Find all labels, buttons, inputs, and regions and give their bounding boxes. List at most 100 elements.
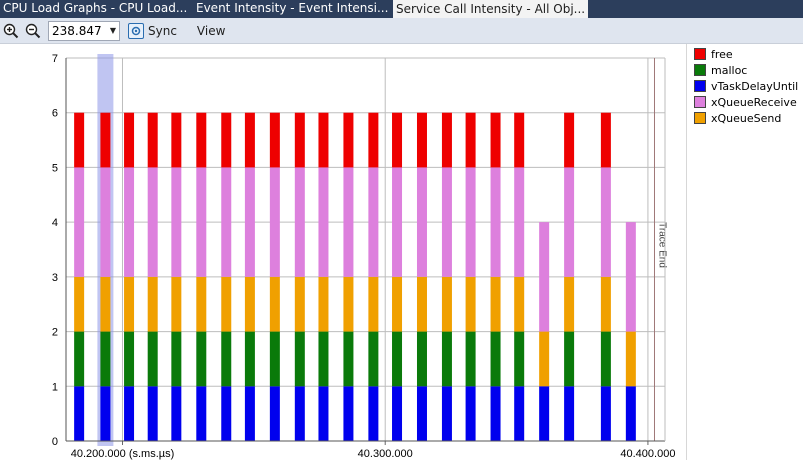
bar-segment-xQueueSend[interactable]	[490, 276, 501, 332]
bar-segment-xQueueSend[interactable]	[318, 276, 329, 332]
legend-item-xQueueReceive[interactable]: xQueueReceive	[690, 94, 803, 110]
bar-segment-xQueueSend[interactable]	[196, 276, 207, 332]
bar-segment-vTaskDelayUntil[interactable]	[625, 386, 636, 441]
bar-segment-xQueueSend[interactable]	[343, 276, 354, 332]
bar-segment-vTaskDelayUntil[interactable]	[564, 386, 575, 441]
bar-segment-free[interactable]	[244, 112, 255, 168]
bar-segment-xQueueSend[interactable]	[100, 276, 111, 332]
bar-segment-vTaskDelayUntil[interactable]	[465, 386, 476, 441]
bar-segment-xQueueSend[interactable]	[539, 331, 550, 387]
tab-event-intensity[interactable]: Event Intensity - Event Intensi...	[193, 0, 393, 18]
bar-segment-vTaskDelayUntil[interactable]	[196, 386, 207, 441]
bar-segment-xQueueReceive[interactable]	[196, 167, 207, 277]
bar-segment-xQueueReceive[interactable]	[294, 167, 305, 277]
bar-segment-free[interactable]	[74, 112, 85, 168]
bar-segment-free[interactable]	[343, 112, 354, 168]
bar-segment-xQueueReceive[interactable]	[147, 167, 158, 277]
bar-segment-xQueueSend[interactable]	[465, 276, 476, 332]
bar-segment-xQueueSend[interactable]	[294, 276, 305, 332]
bar-segment-xQueueSend[interactable]	[74, 276, 85, 332]
zoom-out-button[interactable]	[22, 20, 44, 42]
bar-segment-malloc[interactable]	[368, 331, 379, 387]
bar-segment-malloc[interactable]	[514, 331, 525, 387]
view-menu[interactable]: View	[196, 23, 226, 38]
bar-segment-free[interactable]	[600, 112, 611, 168]
bar-segment-free[interactable]	[392, 112, 403, 168]
bar-segment-xQueueReceive[interactable]	[625, 222, 636, 332]
bar-segment-xQueueReceive[interactable]	[441, 167, 452, 277]
zoom-value[interactable]: 238.847	[52, 23, 102, 38]
bar-segment-malloc[interactable]	[196, 331, 207, 387]
bar-segment-malloc[interactable]	[392, 331, 403, 387]
bar-segment-malloc[interactable]	[100, 331, 111, 387]
bar-segment-xQueueSend[interactable]	[368, 276, 379, 332]
bar-segment-malloc[interactable]	[600, 331, 611, 387]
bar-segment-vTaskDelayUntil[interactable]	[244, 386, 255, 441]
bar-segment-free[interactable]	[416, 112, 427, 168]
bar-segment-xQueueSend[interactable]	[514, 276, 525, 332]
bar-segment-xQueueReceive[interactable]	[416, 167, 427, 277]
bar-segment-malloc[interactable]	[416, 331, 427, 387]
bar-segment-vTaskDelayUntil[interactable]	[318, 386, 329, 441]
bar-segment-xQueueSend[interactable]	[244, 276, 255, 332]
bar-segment-free[interactable]	[294, 112, 305, 168]
bar-segment-vTaskDelayUntil[interactable]	[416, 386, 427, 441]
bar-segment-xQueueSend[interactable]	[600, 276, 611, 332]
chevron-down-icon[interactable]: ▼	[109, 26, 117, 35]
zoom-in-button[interactable]	[0, 20, 22, 42]
bar-segment-xQueueReceive[interactable]	[392, 167, 403, 277]
bar-segment-xQueueReceive[interactable]	[600, 167, 611, 277]
bar-segment-malloc[interactable]	[147, 331, 158, 387]
bar-segment-xQueueSend[interactable]	[441, 276, 452, 332]
bar-segment-free[interactable]	[147, 112, 158, 168]
bar-segment-vTaskDelayUntil[interactable]	[269, 386, 280, 441]
bar-segment-xQueueReceive[interactable]	[465, 167, 476, 277]
bar-segment-malloc[interactable]	[564, 331, 575, 387]
bar-segment-xQueueReceive[interactable]	[318, 167, 329, 277]
bar-segment-xQueueReceive[interactable]	[221, 167, 232, 277]
tab-service-call-intensity[interactable]: Service Call Intensity - All Obj... ✕	[393, 0, 588, 18]
bar-segment-xQueueReceive[interactable]	[100, 167, 111, 277]
bar-segment-xQueueReceive[interactable]	[244, 167, 255, 277]
bar-segment-free[interactable]	[368, 112, 379, 168]
bar-segment-malloc[interactable]	[244, 331, 255, 387]
bar-segment-malloc[interactable]	[269, 331, 280, 387]
bar-segment-vTaskDelayUntil[interactable]	[171, 386, 182, 441]
bar-segment-malloc[interactable]	[318, 331, 329, 387]
bar-segment-xQueueSend[interactable]	[392, 276, 403, 332]
bar-segment-vTaskDelayUntil[interactable]	[343, 386, 354, 441]
tab-cpu-load-graphs[interactable]: CPU Load Graphs - CPU Load...	[0, 0, 193, 18]
bar-segment-vTaskDelayUntil[interactable]	[490, 386, 501, 441]
bar-segment-xQueueSend[interactable]	[221, 276, 232, 332]
bar-segment-vTaskDelayUntil[interactable]	[74, 386, 85, 441]
bar-segment-vTaskDelayUntil[interactable]	[100, 386, 111, 441]
bar-segment-xQueueReceive[interactable]	[564, 167, 575, 277]
bar-segment-xQueueReceive[interactable]	[368, 167, 379, 277]
bar-segment-xQueueSend[interactable]	[564, 276, 575, 332]
bar-segment-malloc[interactable]	[294, 331, 305, 387]
bar-segment-free[interactable]	[441, 112, 452, 168]
bar-segment-xQueueReceive[interactable]	[343, 167, 354, 277]
legend-item-vTaskDelayUntil[interactable]: vTaskDelayUntil	[690, 78, 803, 94]
zoom-combobox[interactable]: 238.847 ▼	[48, 20, 120, 41]
bar-segment-xQueueReceive[interactable]	[269, 167, 280, 277]
bar-segment-malloc[interactable]	[490, 331, 501, 387]
bar-segment-malloc[interactable]	[465, 331, 476, 387]
bar-segment-vTaskDelayUntil[interactable]	[392, 386, 403, 441]
bar-segment-free[interactable]	[514, 112, 525, 168]
bar-segment-xQueueSend[interactable]	[171, 276, 182, 332]
bar-segment-xQueueReceive[interactable]	[124, 167, 135, 277]
bar-segment-malloc[interactable]	[124, 331, 135, 387]
service-call-intensity-chart[interactable]: 0 1 2 3 4 5 6 7 40.200.000 (s.ms.µs) 40.300.000 40…	[0, 44, 686, 460]
legend-item-free[interactable]: free	[690, 46, 803, 62]
bar-segment-xQueueReceive[interactable]	[171, 167, 182, 277]
legend-item-malloc[interactable]: malloc	[690, 62, 803, 78]
bar-segment-xQueueSend[interactable]	[269, 276, 280, 332]
bar-segment-malloc[interactable]	[221, 331, 232, 387]
bar-segment-free[interactable]	[490, 112, 501, 168]
bar-segment-xQueueReceive[interactable]	[490, 167, 501, 277]
bar-segment-xQueueSend[interactable]	[147, 276, 158, 332]
bar-segment-free[interactable]	[564, 112, 575, 168]
bar-segment-free[interactable]	[465, 112, 476, 168]
bar-segment-free[interactable]	[124, 112, 135, 168]
